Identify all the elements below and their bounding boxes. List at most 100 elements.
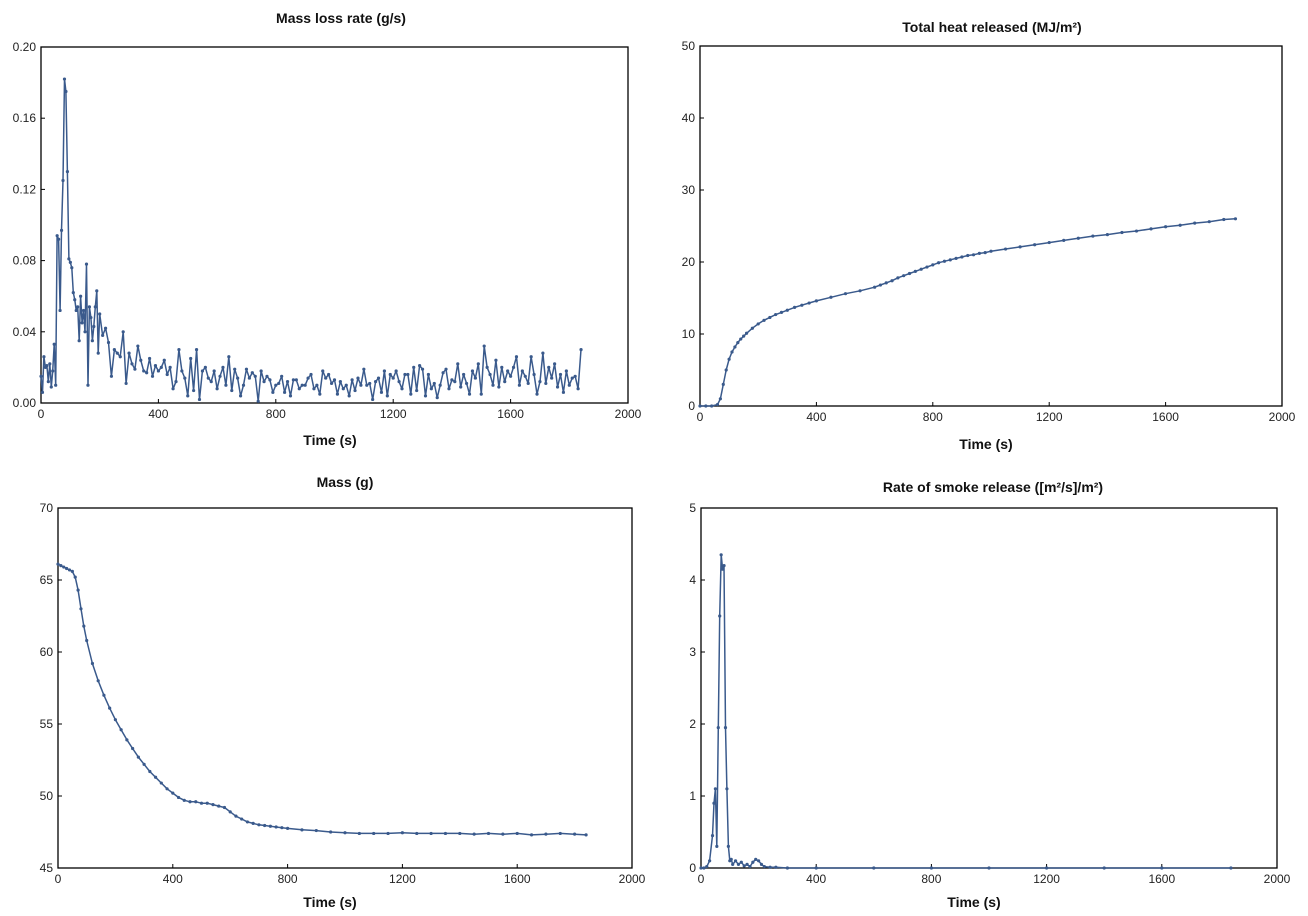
data-point <box>263 823 267 828</box>
data-point <box>174 380 178 384</box>
x-tick-label: 1200 <box>389 872 416 886</box>
data-point <box>314 828 318 833</box>
data-point <box>62 565 66 569</box>
data-point <box>774 312 778 317</box>
x-tick-label: 800 <box>266 407 286 421</box>
data-point <box>529 833 534 837</box>
data-point <box>1091 234 1095 238</box>
data-point <box>250 371 254 375</box>
data-point <box>403 372 407 377</box>
data-point <box>350 378 354 382</box>
data-point <box>95 289 99 293</box>
data-point <box>188 800 192 804</box>
data-point <box>162 358 166 362</box>
data-point <box>718 397 722 401</box>
y-tick-label: 30 <box>682 183 696 197</box>
data-point <box>464 381 469 386</box>
data-point <box>441 371 445 375</box>
y-tick-label: 0 <box>689 861 696 875</box>
x-tick-label: 1200 <box>380 407 407 421</box>
data-point <box>136 755 140 759</box>
data-point <box>341 387 345 391</box>
data-point <box>271 390 275 394</box>
data-point <box>567 383 571 387</box>
data-point <box>113 718 117 722</box>
data-point <box>133 367 137 371</box>
data-point <box>983 251 987 255</box>
data-point <box>62 77 67 81</box>
data-point <box>458 831 462 836</box>
data-point <box>206 376 210 380</box>
data-point <box>698 404 702 408</box>
data-point <box>710 404 714 408</box>
data-point <box>218 374 222 378</box>
chart-svg-total-heat-released: 0 400 800 1200 1600 2000 0 10 20 30 40 50 <box>682 39 1296 424</box>
data-point <box>183 376 187 380</box>
data-point <box>699 866 703 870</box>
data-point <box>212 369 216 373</box>
x-tick-label: 400 <box>806 410 826 424</box>
data-point <box>150 374 155 378</box>
data-point <box>77 339 81 343</box>
data-point <box>444 367 448 371</box>
x-tick-label: 800 <box>278 872 298 886</box>
data-point <box>356 376 360 380</box>
y-tick-label: 0 <box>688 399 695 413</box>
y-tick-label: 45 <box>40 861 54 875</box>
data-point <box>52 342 56 346</box>
data-point <box>211 803 215 807</box>
chart-panel-total-heat-released: Total heat released (MJ/m²) 0 400 800 1200 1… <box>654 0 1308 458</box>
data-point <box>503 380 507 384</box>
data-point <box>186 394 190 398</box>
data-point <box>718 614 722 618</box>
data-point <box>486 831 491 836</box>
data-point <box>329 830 333 834</box>
data-point <box>277 381 281 386</box>
data-point <box>165 787 169 791</box>
data-point <box>785 866 789 870</box>
data-point <box>312 387 316 391</box>
chart-svg-mass: 0 400 800 1200 1600 2000 45 50 55 60 65 70 <box>40 501 646 886</box>
data-point <box>192 388 196 393</box>
data-point <box>954 256 958 260</box>
data-point <box>723 726 728 730</box>
data-point <box>221 365 225 369</box>
data-point <box>713 787 717 791</box>
x-tick-label: 400 <box>163 872 183 886</box>
data-point <box>85 638 89 643</box>
data-point <box>553 362 557 366</box>
data-point <box>535 392 539 396</box>
data-point <box>558 831 562 836</box>
data-point <box>750 326 754 330</box>
chart-title: Mass loss rate (g/s) <box>276 10 406 26</box>
data-point <box>884 281 888 285</box>
data-point <box>759 862 764 866</box>
data-point <box>438 383 442 387</box>
data-point <box>102 693 106 697</box>
data-point <box>584 833 588 837</box>
data-point <box>977 251 981 255</box>
data-point <box>67 568 72 572</box>
data-point <box>58 308 62 313</box>
chart-svg-mass-loss-rate: 0 400 800 1200 1600 2000 0.00 0.04 0.08 0.12 0.16 0… <box>13 40 642 421</box>
data-point <box>245 820 250 824</box>
data-point <box>1033 243 1037 247</box>
data-point <box>937 261 941 265</box>
data-point <box>136 344 140 348</box>
data-point <box>715 402 720 407</box>
data-point <box>194 800 198 804</box>
data-point <box>420 367 425 371</box>
data-point <box>814 299 818 303</box>
data-point <box>379 390 384 394</box>
data-point <box>51 369 55 373</box>
data-point <box>165 372 169 377</box>
data-point <box>1160 866 1164 870</box>
data-point <box>473 376 477 380</box>
y-tick-label: 55 <box>40 717 54 731</box>
data-point <box>523 374 527 378</box>
y-tick-label: 70 <box>40 501 54 515</box>
x-tick-label: 0 <box>698 872 705 886</box>
data-point <box>942 259 947 263</box>
data-point <box>147 356 152 361</box>
y-tick-label: 0.08 <box>13 254 37 268</box>
